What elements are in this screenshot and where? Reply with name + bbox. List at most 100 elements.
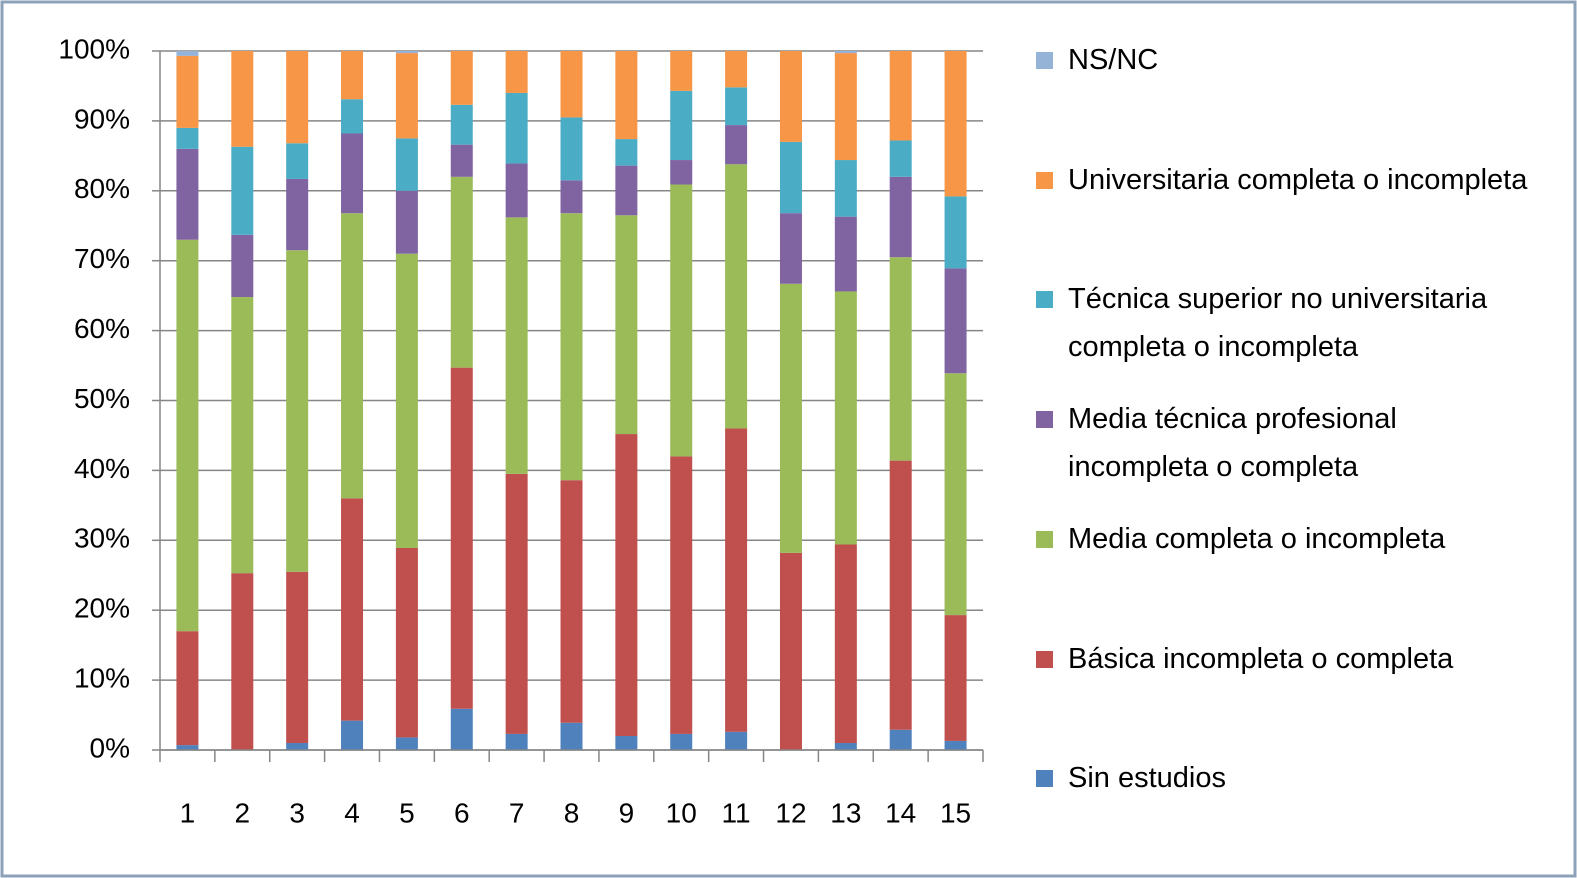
bar-segment xyxy=(615,434,638,737)
bar-segment xyxy=(944,51,967,197)
bar-segment xyxy=(231,297,254,574)
bar-segment xyxy=(889,140,912,177)
x-tick-label: 8 xyxy=(564,797,580,828)
bar-segment xyxy=(670,456,693,734)
y-tick-label: 60% xyxy=(74,313,130,344)
legend-label: Media técnica profesional incompleta o c… xyxy=(1068,403,1397,484)
bar-segment xyxy=(286,571,309,744)
bar-segment xyxy=(286,143,309,179)
bar-segment xyxy=(231,573,254,750)
legend-label: Técnica superior no universitaria comple… xyxy=(1068,283,1488,364)
y-tick-label: 40% xyxy=(74,453,130,484)
x-tick-label: 3 xyxy=(289,797,305,828)
legend-label: Universitaria completa o incompleta xyxy=(1068,163,1528,196)
bar-segment xyxy=(944,268,967,374)
bar-segment xyxy=(615,215,638,435)
bar-segment xyxy=(944,615,967,741)
bar-segment xyxy=(834,544,857,744)
legend-item: Media completa o incompleta xyxy=(1036,515,1536,563)
x-tick-label: 14 xyxy=(885,797,916,828)
y-tick-label: 10% xyxy=(74,662,130,693)
bar-segment xyxy=(286,178,309,251)
y-tick-label: 100% xyxy=(58,33,130,64)
bar-segment xyxy=(725,164,748,429)
bar-segment xyxy=(176,51,199,56)
bar-segment xyxy=(450,176,473,368)
bar-segment xyxy=(286,743,309,750)
bar-segment xyxy=(341,720,364,750)
legend-swatch xyxy=(1036,411,1053,429)
bar-segment xyxy=(725,87,748,126)
legend-swatch xyxy=(1036,770,1053,788)
legend-label: Media completa o incompleta xyxy=(1068,522,1446,555)
y-tick-label: 30% xyxy=(74,523,130,554)
bar-segment xyxy=(395,253,418,548)
bar-segment xyxy=(889,729,912,750)
bar-segment xyxy=(670,733,693,750)
bar-segment xyxy=(670,90,693,161)
bar-segment xyxy=(725,51,748,88)
bar-segment xyxy=(505,163,528,218)
bar-segment xyxy=(176,631,199,746)
legend-label: Sin estudios xyxy=(1068,762,1226,795)
bar-segment xyxy=(834,160,857,217)
bar-segment xyxy=(725,125,748,165)
bar-segment xyxy=(889,176,912,258)
bar-segment xyxy=(615,165,638,216)
x-tick-label: 10 xyxy=(666,797,697,828)
legend-label: NS/NC xyxy=(1068,44,1159,76)
bar-segment xyxy=(889,257,912,461)
bar-segment xyxy=(834,743,857,750)
bar-segment xyxy=(560,51,583,118)
y-tick-label: 70% xyxy=(74,243,130,274)
bar-segment xyxy=(505,51,528,93)
bar-segment xyxy=(341,51,364,100)
bar-segment xyxy=(505,473,528,734)
bar-segment xyxy=(725,428,748,732)
bar-segment xyxy=(231,234,254,298)
legend-swatch xyxy=(1036,530,1053,548)
bar-segment xyxy=(834,53,857,161)
legend-item: NS/NC xyxy=(1036,36,1536,84)
bar-segment xyxy=(176,127,199,149)
bar-segment xyxy=(395,53,418,139)
bar-segment xyxy=(670,184,693,457)
bar-segment xyxy=(670,51,693,91)
bar-segment xyxy=(231,146,254,235)
bar-segment xyxy=(944,740,967,750)
bar-segment xyxy=(341,498,364,721)
y-tick-label: 20% xyxy=(74,593,130,624)
bar-segment xyxy=(450,51,473,105)
legend-swatch xyxy=(1036,291,1053,309)
x-tick-label: 2 xyxy=(235,797,251,828)
bar-segment xyxy=(450,104,473,145)
x-tick-label: 11 xyxy=(722,797,751,828)
bar-segment xyxy=(450,144,473,177)
bar-segment xyxy=(450,708,473,750)
bar-segment xyxy=(395,190,418,254)
bar-segment xyxy=(395,737,418,750)
bar-segment xyxy=(944,373,967,616)
bar-segment xyxy=(615,51,638,140)
bar-segment xyxy=(286,250,309,572)
bar-segment xyxy=(615,736,638,750)
bar-segment xyxy=(779,51,802,142)
legend-item: Media técnica profesional incompleta o c… xyxy=(1036,395,1536,491)
bar-segment xyxy=(779,213,802,284)
x-tick-label: 9 xyxy=(619,797,635,828)
legend-swatch xyxy=(1036,171,1053,189)
bar-segment xyxy=(231,51,254,147)
legend-label: Básica incompleta o completa xyxy=(1068,642,1454,675)
bar-segment xyxy=(670,160,693,185)
bar-segment xyxy=(615,139,638,166)
x-tick-label: 6 xyxy=(454,797,470,828)
bar-segment xyxy=(341,99,364,134)
bar-segment xyxy=(779,141,802,214)
bar-segment xyxy=(505,92,528,164)
x-tick-label: 13 xyxy=(830,797,861,828)
x-tick-label: 1 xyxy=(180,797,196,828)
bar-segment xyxy=(505,733,528,750)
bar-segment xyxy=(395,138,418,191)
y-tick-label: 90% xyxy=(74,103,130,134)
